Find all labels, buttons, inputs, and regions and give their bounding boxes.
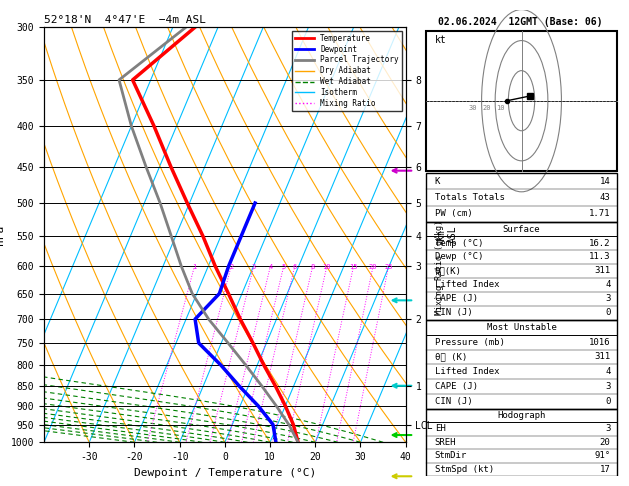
- Text: 311: 311: [594, 352, 611, 362]
- Bar: [426, 409, 616, 476]
- Text: CAPE (J): CAPE (J): [435, 382, 477, 391]
- Text: θᴇ (K): θᴇ (K): [435, 352, 467, 362]
- Text: Dewp (°C): Dewp (°C): [435, 253, 483, 261]
- Text: Surface: Surface: [503, 225, 540, 233]
- Text: 3: 3: [252, 264, 256, 270]
- Text: 0: 0: [605, 397, 611, 406]
- Text: 311: 311: [594, 266, 611, 276]
- Text: 4: 4: [269, 264, 272, 270]
- Bar: [426, 222, 616, 320]
- Text: SREH: SREH: [435, 438, 456, 447]
- Text: 4: 4: [605, 367, 611, 376]
- Text: 1016: 1016: [589, 338, 611, 347]
- Text: Temp (°C): Temp (°C): [435, 239, 483, 247]
- Text: 10: 10: [323, 264, 331, 270]
- Text: 14: 14: [599, 177, 611, 186]
- Text: StmDir: StmDir: [435, 451, 467, 460]
- Text: 11.3: 11.3: [589, 253, 611, 261]
- Y-axis label: hPa: hPa: [0, 225, 5, 244]
- Text: 17: 17: [599, 465, 611, 474]
- Text: EH: EH: [435, 424, 445, 434]
- Text: 20: 20: [599, 438, 611, 447]
- Text: 2: 2: [229, 264, 233, 270]
- Y-axis label: km
ASL: km ASL: [436, 226, 457, 243]
- Text: 91°: 91°: [594, 451, 611, 460]
- Text: Lifted Index: Lifted Index: [435, 280, 499, 290]
- Text: CIN (J): CIN (J): [435, 397, 472, 406]
- Text: Pressure (mb): Pressure (mb): [435, 338, 504, 347]
- Text: θᴇ(K): θᴇ(K): [435, 266, 462, 276]
- Text: 20: 20: [369, 264, 377, 270]
- Text: PW (cm): PW (cm): [435, 209, 472, 218]
- Text: 5: 5: [282, 264, 286, 270]
- Text: Hodograph: Hodograph: [498, 411, 546, 420]
- Text: 3: 3: [605, 295, 611, 303]
- Text: Mixing Ratio (g/kg): Mixing Ratio (g/kg): [435, 220, 443, 315]
- Text: 4: 4: [605, 280, 611, 290]
- Text: CAPE (J): CAPE (J): [435, 295, 477, 303]
- Text: 1: 1: [192, 264, 197, 270]
- Text: 52°18'N  4°47'E  −4m ASL: 52°18'N 4°47'E −4m ASL: [44, 15, 206, 25]
- Bar: [426, 173, 616, 222]
- Text: kt: kt: [435, 35, 447, 45]
- Text: 6: 6: [292, 264, 297, 270]
- Text: Most Unstable: Most Unstable: [487, 323, 557, 332]
- Text: K: K: [435, 177, 440, 186]
- Text: 1.71: 1.71: [589, 209, 611, 218]
- Bar: [426, 320, 616, 409]
- Text: 30: 30: [469, 105, 477, 111]
- Text: 43: 43: [599, 193, 611, 202]
- Text: Lifted Index: Lifted Index: [435, 367, 499, 376]
- Text: 3: 3: [605, 424, 611, 434]
- Text: CIN (J): CIN (J): [435, 309, 472, 317]
- Legend: Temperature, Dewpoint, Parcel Trajectory, Dry Adiabat, Wet Adiabat, Isotherm, Mi: Temperature, Dewpoint, Parcel Trajectory…: [292, 31, 402, 111]
- Text: 16.2: 16.2: [589, 239, 611, 247]
- Text: 02.06.2024  12GMT (Base: 06): 02.06.2024 12GMT (Base: 06): [438, 17, 603, 27]
- Text: 8: 8: [311, 264, 314, 270]
- Text: 20: 20: [482, 105, 491, 111]
- Text: StmSpd (kt): StmSpd (kt): [435, 465, 494, 474]
- Text: 25: 25: [384, 264, 393, 270]
- X-axis label: Dewpoint / Temperature (°C): Dewpoint / Temperature (°C): [134, 468, 316, 478]
- Text: 0: 0: [605, 309, 611, 317]
- Text: 3: 3: [605, 382, 611, 391]
- Bar: [426, 31, 616, 171]
- Text: 10: 10: [496, 105, 504, 111]
- Text: Totals Totals: Totals Totals: [435, 193, 504, 202]
- Text: 15: 15: [349, 264, 358, 270]
